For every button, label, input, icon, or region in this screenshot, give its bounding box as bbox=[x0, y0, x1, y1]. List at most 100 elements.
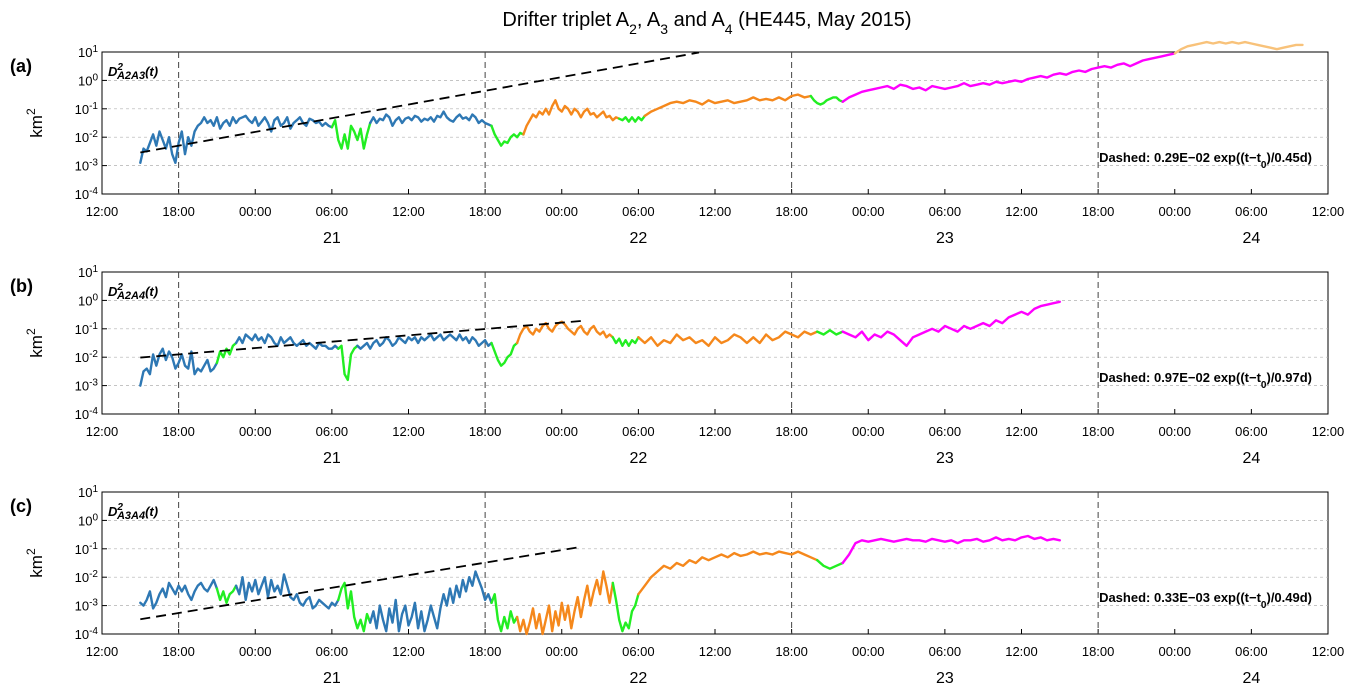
x-tick-label: 06:00 bbox=[929, 204, 962, 219]
y-tick-label: 100 bbox=[78, 292, 98, 309]
y-tick-base: 10 bbox=[78, 485, 92, 500]
series-label: D2 A2A4(t) bbox=[108, 282, 158, 302]
x-tick-label: 00:00 bbox=[852, 644, 885, 659]
figure-title: Drifter triplet A2, A3 and A4 (HE445, Ma… bbox=[502, 9, 911, 37]
series-segment-8 bbox=[637, 550, 819, 596]
x-tick-label: 12:00 bbox=[1005, 424, 1038, 439]
fit-annotation: Dashed: 0.97E−02 exp((t−t0)/0.97d) bbox=[1099, 370, 1312, 391]
x-tick-label: 00:00 bbox=[545, 204, 578, 219]
series-segment-9 bbox=[1173, 40, 1304, 55]
y-tick-exp: -3 bbox=[89, 157, 98, 168]
x-tick-label: 18:00 bbox=[775, 424, 808, 439]
series-label-tail: (t) bbox=[145, 64, 158, 79]
series-label-sub: A2A3 bbox=[116, 70, 145, 82]
x-tick-label: 00:00 bbox=[1158, 644, 1191, 659]
y-tick-label: 10-1 bbox=[75, 100, 99, 117]
y-tick-exp: -3 bbox=[89, 597, 98, 608]
x-tick-label: 18:00 bbox=[1082, 204, 1115, 219]
y-tick-exp: 0 bbox=[92, 512, 98, 523]
y-tick-label: 101 bbox=[78, 264, 98, 281]
y-tick-label: 10-2 bbox=[75, 569, 99, 586]
y-tick-label: 10-2 bbox=[75, 129, 99, 146]
series-segment-8 bbox=[841, 52, 1177, 103]
day-label: 23 bbox=[936, 230, 954, 247]
fit-line bbox=[140, 320, 581, 359]
y-tick-exp: 1 bbox=[92, 484, 98, 495]
x-tick-label: 18:00 bbox=[775, 204, 808, 219]
x-tick-label: 18:00 bbox=[469, 424, 502, 439]
x-tick-label: 06:00 bbox=[316, 424, 349, 439]
day-label: 22 bbox=[629, 670, 647, 687]
x-tick-label: 12:00 bbox=[86, 644, 119, 659]
day-label: 24 bbox=[1242, 670, 1260, 687]
fit-annotation-post: )/0.49d) bbox=[1266, 590, 1312, 605]
x-tick-label: 12:00 bbox=[392, 644, 425, 659]
x-tick-label: 18:00 bbox=[775, 644, 808, 659]
day-label: 24 bbox=[1242, 450, 1260, 467]
series-segment-3 bbox=[337, 344, 359, 382]
series-segment-7 bbox=[809, 94, 844, 106]
y-tick-label: 10-3 bbox=[75, 377, 99, 394]
series-segment-6 bbox=[643, 93, 812, 118]
series-label-sup: 2 bbox=[116, 62, 123, 73]
x-tick-label: 06:00 bbox=[622, 424, 655, 439]
x-tick-label: 18:00 bbox=[1082, 644, 1115, 659]
y-tick-base: 10 bbox=[78, 513, 92, 528]
y-tick-base: 10 bbox=[78, 45, 92, 60]
fit-annotation-sub: 0 bbox=[1261, 380, 1267, 391]
y-tick-base: 10 bbox=[75, 627, 89, 642]
x-tick-label: 00:00 bbox=[239, 204, 272, 219]
y-tick-base: 10 bbox=[75, 350, 89, 365]
fit-line bbox=[140, 546, 582, 621]
x-tick-label: 06:00 bbox=[622, 204, 655, 219]
x-tick-label: 18:00 bbox=[162, 644, 195, 659]
x-tick-label: 00:00 bbox=[545, 644, 578, 659]
y-tick-base: 10 bbox=[75, 570, 89, 585]
day-label: 24 bbox=[1242, 230, 1260, 247]
x-tick-label: 00:00 bbox=[1158, 424, 1191, 439]
series-segment-1 bbox=[330, 118, 372, 150]
series-segment-1 bbox=[215, 584, 238, 604]
y-tick-base: 10 bbox=[75, 599, 89, 614]
series-segment-2 bbox=[234, 573, 340, 610]
day-label: 22 bbox=[629, 230, 647, 247]
series-segment-4 bbox=[369, 570, 493, 633]
series-segment-9 bbox=[816, 329, 844, 336]
x-tick-label: 06:00 bbox=[622, 644, 655, 659]
y-axis-label-base: km bbox=[27, 115, 46, 138]
plot-frame bbox=[101, 271, 1329, 415]
x-tick-label: 06:00 bbox=[1235, 644, 1268, 659]
panel-label: (b) bbox=[10, 276, 33, 296]
series-segment-4 bbox=[522, 99, 621, 136]
y-tick-label: 10-4 bbox=[75, 406, 99, 423]
y-tick-exp: 1 bbox=[92, 44, 98, 55]
day-label: 23 bbox=[936, 450, 954, 467]
fit-annotation-pre: Dashed: 0.97E−02 exp((t−t bbox=[1099, 370, 1262, 385]
x-tick-label: 12:00 bbox=[86, 204, 119, 219]
x-tick-label: 06:00 bbox=[316, 204, 349, 219]
y-tick-exp: -3 bbox=[89, 377, 98, 388]
series-segment-7 bbox=[611, 336, 640, 347]
day-label: 22 bbox=[629, 450, 647, 467]
series-segment-0 bbox=[139, 347, 219, 387]
y-tick-label: 10-1 bbox=[75, 320, 99, 337]
x-tick-label: 06:00 bbox=[929, 644, 962, 659]
x-tick-label: 06:00 bbox=[1235, 204, 1268, 219]
y-tick-exp: 0 bbox=[92, 72, 98, 83]
y-tick-exp: 1 bbox=[92, 264, 98, 275]
y-tick-label: 10-2 bbox=[75, 349, 99, 366]
y-tick-label: 10-3 bbox=[75, 157, 99, 174]
series-segment-10 bbox=[841, 534, 1062, 565]
y-tick-base: 10 bbox=[75, 322, 89, 337]
y-tick-exp: -4 bbox=[89, 186, 98, 197]
y-tick-exp: -1 bbox=[89, 320, 98, 331]
y-axis-label-sup: 2 bbox=[24, 108, 38, 115]
x-tick-label: 12:00 bbox=[1312, 204, 1345, 219]
x-tick-label: 06:00 bbox=[929, 424, 962, 439]
x-tick-label: 12:00 bbox=[86, 424, 119, 439]
